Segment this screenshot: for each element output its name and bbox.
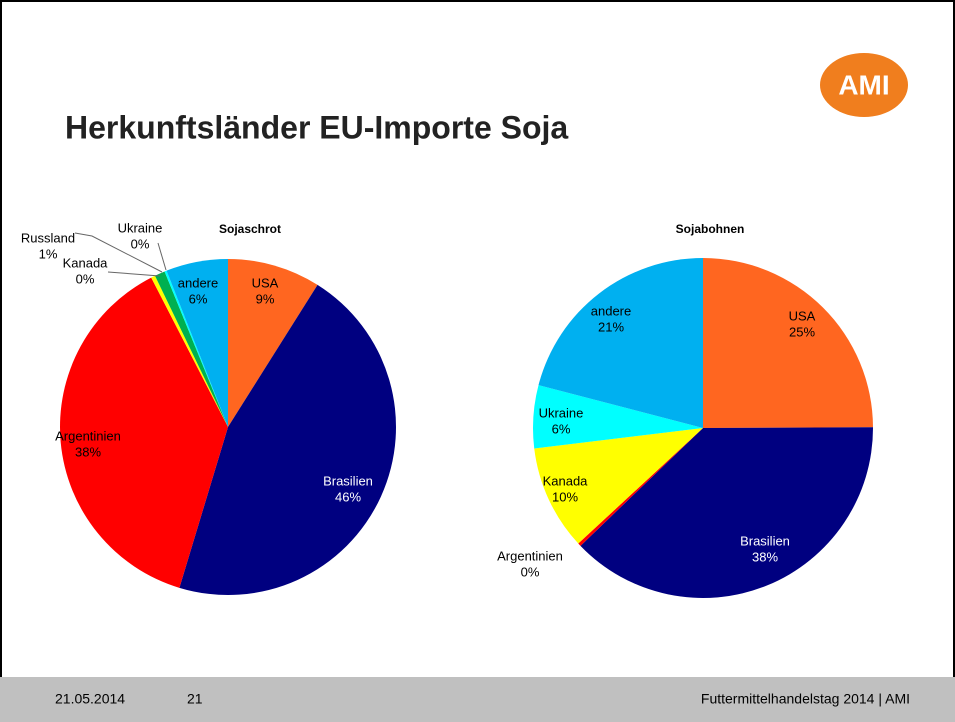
pie-slice xyxy=(578,428,703,546)
slice-label-value: 0% xyxy=(521,564,540,579)
pie-slice xyxy=(151,275,228,427)
pie-slice xyxy=(166,259,228,427)
pie-slice xyxy=(228,259,318,427)
chart-title: Sojabohnen xyxy=(676,222,745,236)
slice-label-value: 25% xyxy=(789,324,815,339)
slice-label-value: 6% xyxy=(552,421,571,436)
pie-slice xyxy=(534,428,703,544)
pie-slice xyxy=(703,258,873,428)
slice-label-name: Brasilien xyxy=(740,533,790,548)
pie-slice xyxy=(59,277,228,588)
pie-slice xyxy=(533,385,703,449)
slice-label-name: Argentinien xyxy=(497,548,563,563)
footer-bar xyxy=(0,677,955,722)
slice-label-name: Russland xyxy=(21,230,75,245)
slice-label-name: USA xyxy=(252,275,279,290)
pie-slice xyxy=(538,258,703,428)
logo xyxy=(820,53,908,117)
footer-page: 21 xyxy=(187,691,203,707)
slice-label-value: 9% xyxy=(256,291,275,306)
leader-line xyxy=(107,271,161,277)
pie-slice xyxy=(580,427,873,598)
slice-label-name: Argentinien xyxy=(55,428,121,443)
leader-line xyxy=(74,232,163,273)
slice-label-value: 6% xyxy=(189,291,208,306)
pie-slice xyxy=(154,271,228,427)
slice-label-value: 21% xyxy=(598,319,624,334)
chart-title: Sojaschrot xyxy=(219,222,281,236)
slice-label-value: 1% xyxy=(39,246,58,261)
leader-line xyxy=(157,242,167,271)
pie-slice xyxy=(179,284,397,595)
slice-label-name: andere xyxy=(591,303,631,318)
slice-label-value: 38% xyxy=(75,444,101,459)
slice-label-value: 0% xyxy=(131,236,150,251)
slice-label-name: USA xyxy=(789,308,816,323)
logo-text: AMI xyxy=(838,69,889,100)
slice-label-name: Kanada xyxy=(543,473,589,488)
slice-label-name: Ukraine xyxy=(539,405,584,420)
slice-label-name: andere xyxy=(178,275,218,290)
slice-label-value: 46% xyxy=(335,489,361,504)
slice-label-value: 0% xyxy=(76,271,95,286)
footer-date: 21.05.2014 xyxy=(55,691,125,707)
slide-title: Herkunftsländer EU-Importe Soja xyxy=(65,109,568,145)
slice-label-name: Kanada xyxy=(63,255,109,270)
slice-label-name: Ukraine xyxy=(118,220,163,235)
slice-label-value: 38% xyxy=(752,549,778,564)
footer-text: Futtermittelhandelstag 2014 | AMI xyxy=(701,691,910,707)
slice-label-value: 10% xyxy=(552,489,578,504)
slice-label-name: Brasilien xyxy=(323,473,373,488)
pie-slice xyxy=(164,270,228,427)
